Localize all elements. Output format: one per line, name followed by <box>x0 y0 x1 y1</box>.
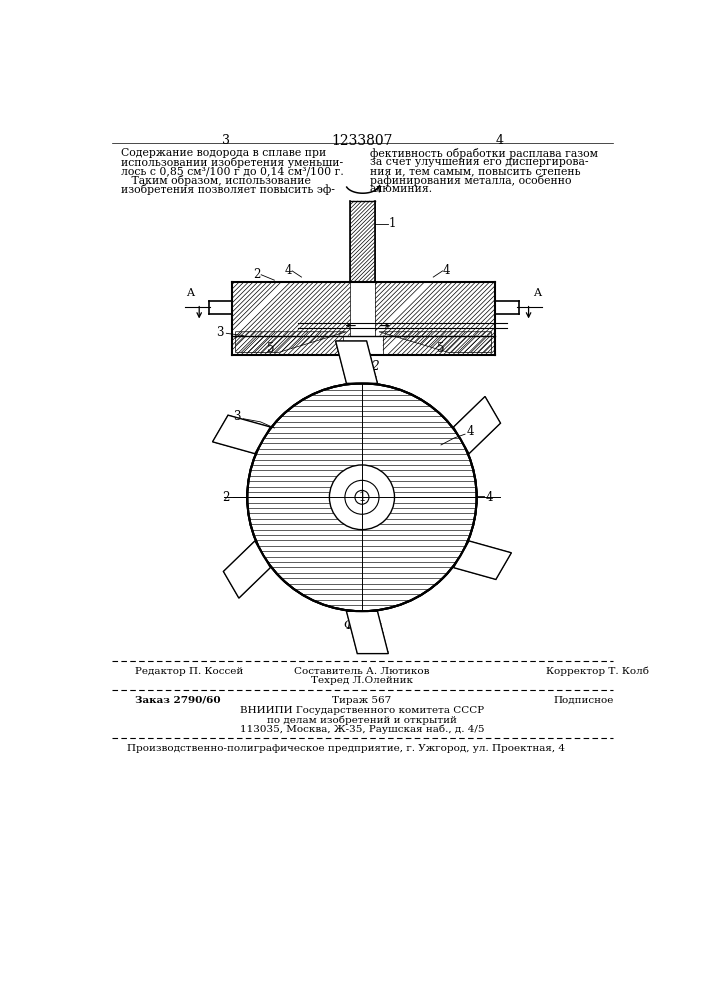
Text: Корректор Т. Колб: Корректор Т. Колб <box>546 667 648 676</box>
Text: 4: 4 <box>485 491 493 504</box>
Text: изобретения позволяет повысить эф-: изобретения позволяет повысить эф- <box>121 184 335 195</box>
Circle shape <box>247 383 477 611</box>
Text: 3: 3 <box>233 410 241 423</box>
Text: 1: 1 <box>389 217 397 230</box>
Text: по делам изобретений и открытий: по делам изобретений и открытий <box>267 715 457 725</box>
Text: Фиг.2: Фиг.2 <box>344 360 380 373</box>
Text: ВНИИПИ Государственного комитета СССР: ВНИИПИ Государственного комитета СССР <box>240 706 484 715</box>
Text: Производственно-полиграфическое предприятие, г. Ужгород, ул. Проектная, 4: Производственно-полиграфическое предприя… <box>127 744 565 753</box>
Circle shape <box>345 480 379 514</box>
Text: Фиг.3: Фиг.3 <box>344 619 380 632</box>
Text: 4: 4 <box>285 264 292 277</box>
Bar <box>232 336 343 355</box>
Text: Подписное: Подписное <box>554 696 614 705</box>
Text: 113035, Москва, Ж-35, Раушская наб., д. 4/5: 113035, Москва, Ж-35, Раушская наб., д. … <box>240 724 484 734</box>
Text: ния и, тем самым, повысить степень: ния и, тем самым, повысить степень <box>370 166 580 176</box>
Text: Заказ 2790/60: Заказ 2790/60 <box>135 696 221 705</box>
Bar <box>351 201 375 282</box>
Bar <box>375 282 495 336</box>
Text: 1: 1 <box>358 491 366 504</box>
Text: 2: 2 <box>254 267 261 280</box>
Text: фективность обработки расплава газом: фективность обработки расплава газом <box>370 148 597 159</box>
Text: Таким образом, использование: Таким образом, использование <box>121 175 311 186</box>
Text: Техред Л.Олейник: Техред Л.Олейник <box>311 676 413 685</box>
Text: Редактор П. Коссей: Редактор П. Коссей <box>135 667 243 676</box>
Circle shape <box>355 490 369 504</box>
Text: Содержание водорода в сплаве при: Содержание водорода в сплаве при <box>121 148 326 158</box>
Text: 5: 5 <box>267 342 274 355</box>
Text: A-A: A-A <box>349 373 374 387</box>
Bar <box>383 336 495 355</box>
Text: 4: 4 <box>443 264 450 277</box>
Text: Составитель А. Лютиков: Составитель А. Лютиков <box>294 667 430 676</box>
Text: A: A <box>533 288 541 298</box>
Text: 4: 4 <box>467 425 474 438</box>
Text: 4: 4 <box>495 134 503 147</box>
Polygon shape <box>346 611 388 654</box>
Text: рафинирования металла, особенно: рафинирования металла, особенно <box>370 175 571 186</box>
Circle shape <box>329 465 395 530</box>
Polygon shape <box>453 541 511 579</box>
Polygon shape <box>223 541 270 598</box>
Text: 2: 2 <box>223 491 230 504</box>
Bar <box>232 282 351 336</box>
Text: 1233807: 1233807 <box>331 134 392 148</box>
Text: 5: 5 <box>437 342 445 355</box>
Text: использовании изобретения уменьши-: использовании изобретения уменьши- <box>121 157 343 168</box>
Text: 3: 3 <box>216 326 224 339</box>
Text: алюминия.: алюминия. <box>370 184 433 194</box>
Text: 3: 3 <box>221 134 230 147</box>
Polygon shape <box>453 396 501 454</box>
Text: A: A <box>186 288 194 298</box>
Text: лось с 0,85 см³/100 г до 0,14 см³/100 г.: лось с 0,85 см³/100 г до 0,14 см³/100 г. <box>121 166 344 176</box>
Polygon shape <box>213 415 270 454</box>
Text: за счет улучшения его диспергирова-: за счет улучшения его диспергирова- <box>370 157 588 167</box>
Polygon shape <box>336 341 378 383</box>
Text: Тираж 567: Тираж 567 <box>332 696 392 705</box>
